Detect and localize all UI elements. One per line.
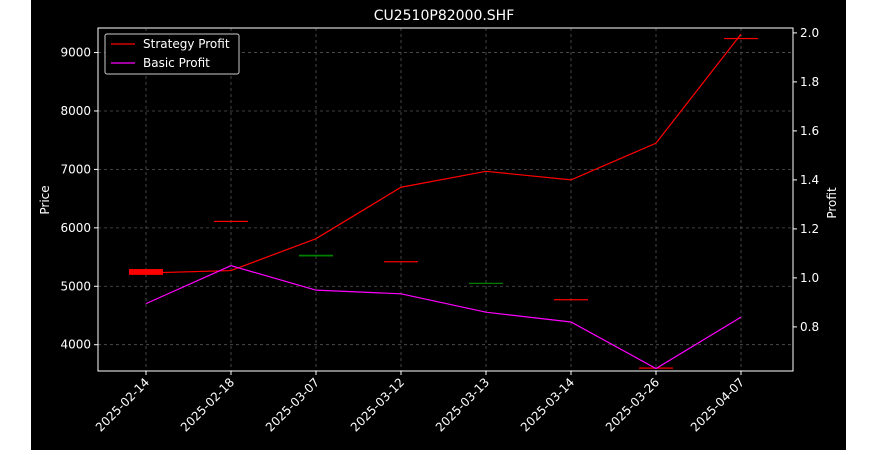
right-tick-label: 0.8 <box>800 320 819 334</box>
chart-title: CU2510P82000.SHF <box>374 8 515 24</box>
candles <box>129 37 758 369</box>
right-y-axis: 0.8 1.0 1.2 1.4 1.6 1.8 2.0 <box>793 26 819 334</box>
chart-svg: CU2510P82000.SHF 4000 5000 6000 7000 8000 900… <box>38 8 839 434</box>
right-tick-label: 1.2 <box>800 222 819 236</box>
grid <box>98 28 793 371</box>
left-tick-label: 6000 <box>60 221 91 235</box>
plot-frame <box>97 27 794 372</box>
x-tick-label: 2025-03-07 <box>263 375 322 434</box>
series-line-strategy-profit <box>145 33 742 274</box>
right-tick-label: 1.8 <box>800 75 819 89</box>
legend-label-basic-profit: Basic Profit <box>143 56 210 70</box>
right-tick-label: 1.0 <box>800 271 819 285</box>
x-tick-label: 2025-02-18 <box>178 375 237 434</box>
x-tick-label: 2025-04-07 <box>688 375 747 434</box>
x-tick-label: 2025-02-14 <box>93 375 152 434</box>
candle-body <box>214 220 248 223</box>
candle-body <box>469 282 503 284</box>
candle-body <box>724 37 758 40</box>
right-tick-label: 1.6 <box>800 124 819 138</box>
legend: Strategy Profit Basic Profit <box>104 33 240 75</box>
left-tick-label: 9000 <box>60 46 91 60</box>
candle-body <box>384 261 418 263</box>
x-tick-label: 2025-03-12 <box>348 375 407 434</box>
x-axis: 2025-02-14 2025-02-18 2025-03-07 2025-03-12… <box>93 371 747 434</box>
x-tick-label: 2025-03-14 <box>518 375 577 434</box>
legend-box <box>104 33 240 75</box>
candle-body <box>554 299 588 301</box>
chart-figure: CU2510P82000.SHF 4000 5000 6000 7000 8000 900… <box>31 0 846 450</box>
left-tick-label: 8000 <box>60 104 91 118</box>
x-tick-label: 2025-03-26 <box>603 375 662 434</box>
legend-label-strategy-profit: Strategy Profit <box>143 37 230 51</box>
right-tick-label: 2.0 <box>800 26 819 40</box>
right-y-axis-label: Profit <box>825 187 839 219</box>
left-tick-label: 7000 <box>60 162 91 176</box>
series-line-basic-profit <box>145 265 742 370</box>
x-tick-label: 2025-03-13 <box>433 375 492 434</box>
left-y-axis-label: Price <box>38 185 52 214</box>
left-tick-label: 4000 <box>60 338 91 352</box>
series-lines <box>145 33 742 370</box>
left-tick-label: 5000 <box>60 279 91 293</box>
candle-body <box>129 269 163 275</box>
candle-body <box>299 254 333 257</box>
right-tick-label: 1.4 <box>800 173 819 187</box>
left-y-axis: 4000 5000 6000 7000 8000 9000 <box>60 46 98 352</box>
